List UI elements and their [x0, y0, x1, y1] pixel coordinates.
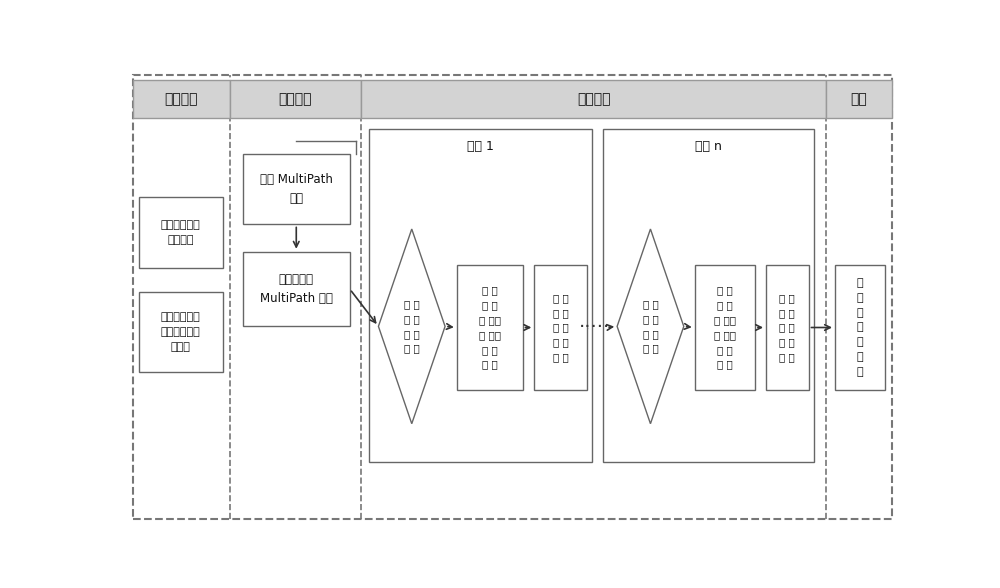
- Bar: [243, 154, 350, 225]
- Text: ·····: ·····: [579, 318, 610, 337]
- Bar: [766, 265, 809, 390]
- Text: 断 面
是 否
在 配
置 范: 断 面 是 否 在 配 置 范: [404, 299, 420, 353]
- Text: 计 算
里 程
坐 标、
切 线、
断 面
方 向: 计 算 里 程 坐 标、 切 线、 断 面 方 向: [479, 286, 501, 369]
- Bar: [361, 79, 826, 118]
- Bar: [369, 129, 592, 462]
- Text: 断面 1: 断面 1: [467, 140, 494, 153]
- Polygon shape: [617, 229, 684, 424]
- Bar: [139, 198, 223, 268]
- Bar: [457, 265, 523, 390]
- Text: 断 面
是 否
在 配
置 范: 断 面 是 否 在 配 置 范: [643, 299, 658, 353]
- Text: 断面 n: 断面 n: [695, 140, 722, 153]
- Bar: [835, 265, 885, 390]
- Text: 输
出
数
据
并
绘
图: 输 出 数 据 并 绘 图: [857, 278, 863, 377]
- Text: 按 间
隔 采
样 并
提 取
高 程: 按 间 隔 采 样 并 提 取 高 程: [779, 293, 795, 362]
- Text: 输出: 输出: [851, 92, 867, 106]
- Bar: [534, 265, 587, 390]
- Bar: [603, 129, 814, 462]
- Bar: [139, 292, 223, 372]
- Text: 导入模型到
MultiPath 图层: 导入模型到 MultiPath 图层: [260, 273, 333, 305]
- Bar: [826, 79, 892, 118]
- Text: 按 间
隔 采
样 并
提 取
高 程: 按 间 隔 采 样 并 提 取 高 程: [553, 293, 568, 362]
- Polygon shape: [378, 229, 445, 424]
- Bar: [695, 265, 755, 390]
- Bar: [243, 252, 350, 326]
- Text: 获取不规则三
角网模型: 获取不规则三 角网模型: [161, 220, 201, 245]
- Text: 导入模型: 导入模型: [279, 92, 312, 106]
- Bar: [133, 79, 230, 118]
- Bar: [230, 79, 361, 118]
- Text: 准备线路配置
文件、断面里
程文件: 准备线路配置 文件、断面里 程文件: [161, 312, 201, 352]
- Text: 新建 MultiPath
图层: 新建 MultiPath 图层: [260, 173, 333, 205]
- Text: 提取断面: 提取断面: [577, 92, 611, 106]
- Text: 数据准备: 数据准备: [164, 92, 198, 106]
- Text: 计 算
里 程
坐 标、
切 线、
断 面
方 向: 计 算 里 程 坐 标、 切 线、 断 面 方 向: [714, 286, 736, 369]
